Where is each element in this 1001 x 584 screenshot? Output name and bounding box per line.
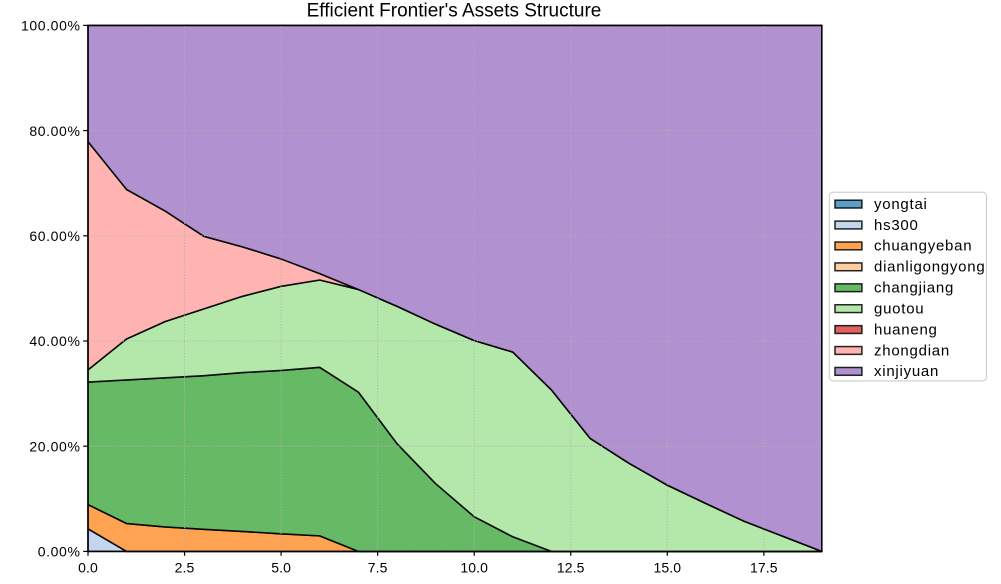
- svg-text:80.00%: 80.00%: [29, 123, 80, 139]
- svg-text:Efficient Frontier's Assets St: Efficient Frontier's Assets Structure: [307, 1, 602, 22]
- svg-text:changjiang: changjiang: [874, 280, 954, 297]
- svg-text:7.5: 7.5: [368, 559, 388, 575]
- svg-text:yongtai: yongtai: [874, 196, 928, 213]
- svg-text:zhongdian: zhongdian: [874, 342, 950, 359]
- svg-text:12.5: 12.5: [557, 559, 585, 575]
- svg-text:100.00%: 100.00%: [21, 18, 80, 34]
- svg-text:guotou: guotou: [874, 300, 924, 317]
- svg-text:5.0: 5.0: [271, 559, 291, 575]
- svg-text:huaneng: huaneng: [874, 321, 938, 338]
- svg-text:10.0: 10.0: [460, 559, 488, 575]
- svg-text:hs300: hs300: [874, 217, 919, 234]
- svg-text:chuangyeban: chuangyeban: [874, 238, 972, 255]
- svg-text:15.0: 15.0: [653, 559, 681, 575]
- svg-text:dianligongyong: dianligongyong: [874, 259, 985, 276]
- svg-text:0.00%: 0.00%: [38, 544, 81, 560]
- svg-text:0.0: 0.0: [78, 559, 98, 575]
- svg-text:60.00%: 60.00%: [29, 228, 80, 244]
- svg-text:20.00%: 20.00%: [29, 438, 80, 454]
- svg-text:xinjiyuan: xinjiyuan: [874, 363, 939, 380]
- svg-text:2.5: 2.5: [175, 559, 195, 575]
- svg-text:17.5: 17.5: [750, 559, 778, 575]
- svg-text:40.00%: 40.00%: [29, 333, 80, 349]
